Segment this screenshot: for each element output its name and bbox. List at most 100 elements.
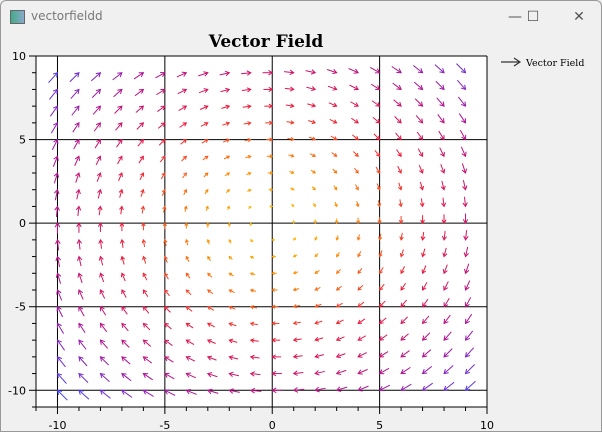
- arrow-head: [335, 286, 340, 291]
- arrow-head: [249, 255, 254, 259]
- field-arrow: [311, 186, 316, 191]
- field-arrow: [372, 116, 381, 124]
- field-arrow: [370, 83, 381, 90]
- arrow-shaft: [286, 121, 294, 124]
- field-arrow: [55, 255, 61, 268]
- arrow-head: [249, 371, 255, 377]
- arrow-head: [314, 320, 319, 325]
- arrow-shaft: [392, 82, 402, 90]
- field-arrow: [458, 113, 467, 124]
- arrow-shaft: [396, 149, 402, 157]
- arrow-shaft: [353, 167, 359, 174]
- field-arrow: [357, 335, 367, 341]
- arrow-head: [203, 105, 209, 110]
- field-arrow: [379, 283, 385, 291]
- arrow-head: [464, 385, 471, 391]
- field-arrow: [78, 305, 85, 317]
- arrow-shaft: [99, 239, 103, 249]
- field-arrow: [309, 153, 317, 158]
- arrow-head: [313, 220, 317, 225]
- arrow-head: [204, 139, 209, 143]
- arrow-shaft: [185, 272, 191, 279]
- field-arrow: [357, 352, 367, 358]
- arrow-shaft: [328, 102, 337, 107]
- arrow-head: [117, 138, 123, 144]
- arrow-shaft: [250, 389, 262, 392]
- arrow-head: [99, 322, 105, 329]
- arrow-head: [333, 136, 338, 141]
- arrow-head: [292, 287, 297, 292]
- arrow-shaft: [100, 306, 107, 316]
- arrow-head: [185, 339, 191, 344]
- arrow-shaft: [465, 380, 476, 391]
- close-button[interactable]: ✕: [573, 9, 585, 25]
- arrow-head: [206, 322, 212, 327]
- field-arrow: [290, 187, 295, 191]
- field-arrow: [399, 249, 405, 258]
- field-arrow: [222, 121, 231, 126]
- arrow-shaft: [121, 256, 125, 265]
- arrow-head: [292, 337, 298, 343]
- arrow-head: [400, 369, 406, 375]
- arrow-head: [460, 84, 467, 91]
- field-arrow: [185, 356, 196, 362]
- field-arrow: [160, 172, 166, 180]
- arrow-head: [417, 84, 424, 91]
- arrow-head: [185, 356, 191, 361]
- field-arrow: [56, 289, 63, 301]
- minimize-button[interactable]: —: [508, 9, 522, 25]
- arrow-head: [78, 322, 84, 329]
- arrow-head: [292, 370, 298, 376]
- field-arrow: [158, 138, 166, 146]
- arrow-shaft: [394, 115, 402, 124]
- arrow-head: [463, 235, 469, 241]
- field-arrow: [134, 88, 145, 97]
- field-arrow: [314, 303, 322, 308]
- arrow-head: [247, 154, 252, 159]
- arrow-head: [314, 386, 320, 393]
- maximize-button[interactable]: ☐: [526, 9, 540, 25]
- arrow-head: [314, 287, 319, 291]
- arrow-shaft: [164, 306, 171, 313]
- field-arrow: [335, 336, 345, 342]
- arrow-shaft: [465, 297, 472, 307]
- field-arrow: [414, 98, 424, 107]
- arrow-head: [398, 186, 403, 191]
- arrow-shaft: [418, 165, 424, 174]
- arrow-head: [53, 122, 58, 128]
- arrow-head: [56, 389, 63, 395]
- arrow-shaft: [379, 250, 383, 257]
- arrow-shaft: [415, 115, 423, 124]
- field-arrow: [271, 321, 280, 326]
- arrow-shaft: [336, 336, 345, 341]
- arrow-head: [142, 356, 149, 362]
- field-arrow: [464, 364, 475, 375]
- arrow-shaft: [379, 367, 390, 375]
- arrow-head: [396, 68, 402, 74]
- arrow-head: [462, 185, 468, 191]
- arrow-head: [204, 122, 209, 127]
- arrow-head: [206, 306, 212, 310]
- field-arrow: [443, 348, 453, 358]
- arrow-head: [246, 87, 252, 93]
- arrow-shaft: [326, 69, 337, 74]
- field-arrow: [292, 254, 298, 258]
- field-arrow: [198, 71, 209, 77]
- arrow-head: [292, 304, 297, 309]
- plot-area: [36, 56, 487, 407]
- arrow-head: [163, 255, 168, 260]
- field-arrow: [228, 238, 232, 244]
- arrow-shaft: [439, 147, 445, 157]
- field-arrow: [249, 371, 261, 377]
- arrow-head: [396, 118, 402, 124]
- arrow-head: [99, 272, 105, 278]
- arrow-head: [292, 353, 298, 359]
- arrow-head: [139, 172, 145, 177]
- arrow-shaft: [137, 139, 144, 147]
- field-arrow: [184, 238, 189, 246]
- arrow-head: [56, 372, 63, 379]
- arrow-shaft: [198, 88, 208, 94]
- field-arrow: [142, 373, 153, 381]
- arrow-head: [271, 387, 277, 394]
- field-arrow: [119, 205, 124, 215]
